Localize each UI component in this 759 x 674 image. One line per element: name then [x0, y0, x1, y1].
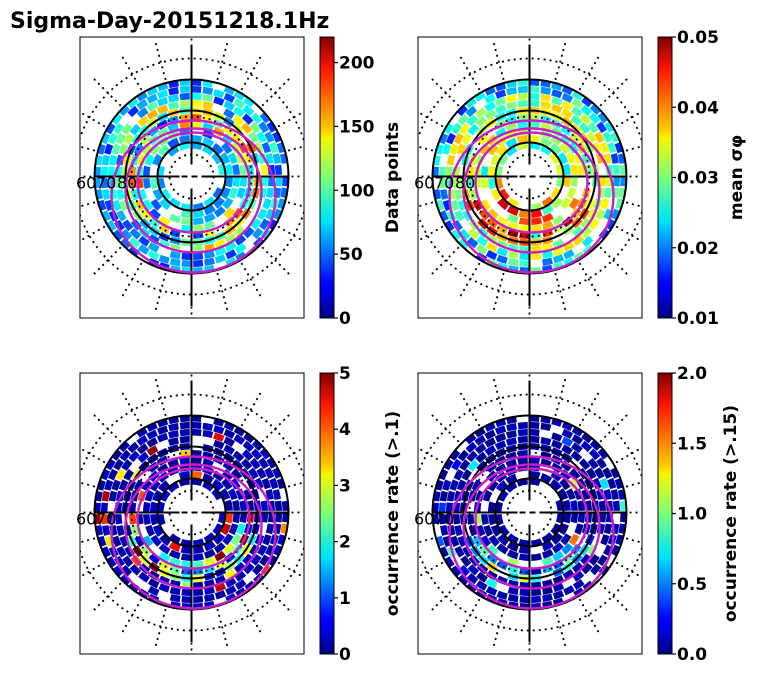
colorbar-tick-label: 0.05 [677, 28, 719, 48]
colorbar-label: Data points [383, 122, 403, 233]
lat-label-70: 70 [96, 174, 116, 193]
panel-tl: 60 70 80 0 50 100 150 200 Data points [76, 36, 403, 329]
panel-br: 60 70 0.0 0.5 1.0 1.5 2.0 occurrence rate (>.15… [414, 364, 741, 665]
polar-grid [418, 373, 642, 653]
lat-label-80: 80 [455, 174, 475, 193]
colorbar-tick-label: 0.04 [677, 98, 719, 118]
lat-label-60: 60 [414, 174, 434, 193]
colorbar-tick-label: 0.0 [677, 645, 707, 665]
colorbar [657, 36, 673, 319]
colorbar-tick-label: 4 [339, 420, 351, 440]
axes-frame [417, 372, 643, 655]
lat-label-60: 60 [76, 510, 96, 529]
colorbar-tick-label: 5 [339, 364, 351, 384]
lat-label-70: 70 [434, 510, 454, 529]
polar-grid [418, 37, 642, 317]
lat-label-80: 80 [117, 174, 137, 193]
lat-label-70: 70 [434, 174, 454, 193]
colorbar-label: mean σφ [727, 135, 747, 220]
panel-bl: 60 70 0 1 2 3 4 5 occurrence rate (>.1) [76, 364, 403, 665]
colorbar-tick-label: 50 [339, 245, 363, 265]
colorbar-tick-label: 1.5 [677, 434, 707, 454]
colorbar-tick-label: 0.5 [677, 575, 707, 595]
colorbar [319, 372, 335, 655]
colorbar-tick-label: 3 [339, 476, 351, 496]
colorbar-tick-label: 1 [339, 589, 351, 609]
colorbar-tick-label: 150 [339, 117, 375, 137]
lat-label-60: 60 [76, 174, 96, 193]
axes-frame [79, 36, 305, 319]
panel-tr: 60 70 80 0.01 0.02 0.03 0.04 0.05 mean σφ [414, 28, 747, 329]
colorbar-tick-label: 0 [339, 645, 351, 665]
polar-grid [80, 373, 304, 653]
colorbar-tick-label: 2.0 [677, 364, 707, 384]
colorbar-tick-label: 200 [339, 54, 375, 74]
colorbar-tick-label: 1.0 [677, 505, 707, 525]
colorbar-tick-label: 100 [339, 181, 375, 201]
heatmap-cells [432, 415, 627, 610]
colorbar-tick-label: 0.02 [677, 239, 719, 259]
polar-grid [80, 37, 304, 317]
colorbar-label: occurrence rate (>.1) [383, 411, 403, 616]
colorbar [657, 372, 673, 655]
colorbar [319, 36, 335, 319]
colorbar-tick-label: 0.03 [677, 169, 719, 189]
axes-frame [79, 372, 305, 655]
colorbar-tick-label: 2 [339, 533, 351, 553]
colorbar-tick-label: 0 [339, 309, 351, 329]
colorbar-label: occurrence rate (>.15) [721, 405, 741, 622]
lat-label-70: 70 [96, 510, 116, 529]
lat-label-60: 60 [414, 510, 434, 529]
colorbar-tick-label: 0.01 [677, 309, 719, 329]
heatmap-cells [94, 415, 289, 610]
figure-title: Sigma-Day-20151218.1Hz [10, 9, 329, 34]
axes-frame [417, 36, 643, 319]
